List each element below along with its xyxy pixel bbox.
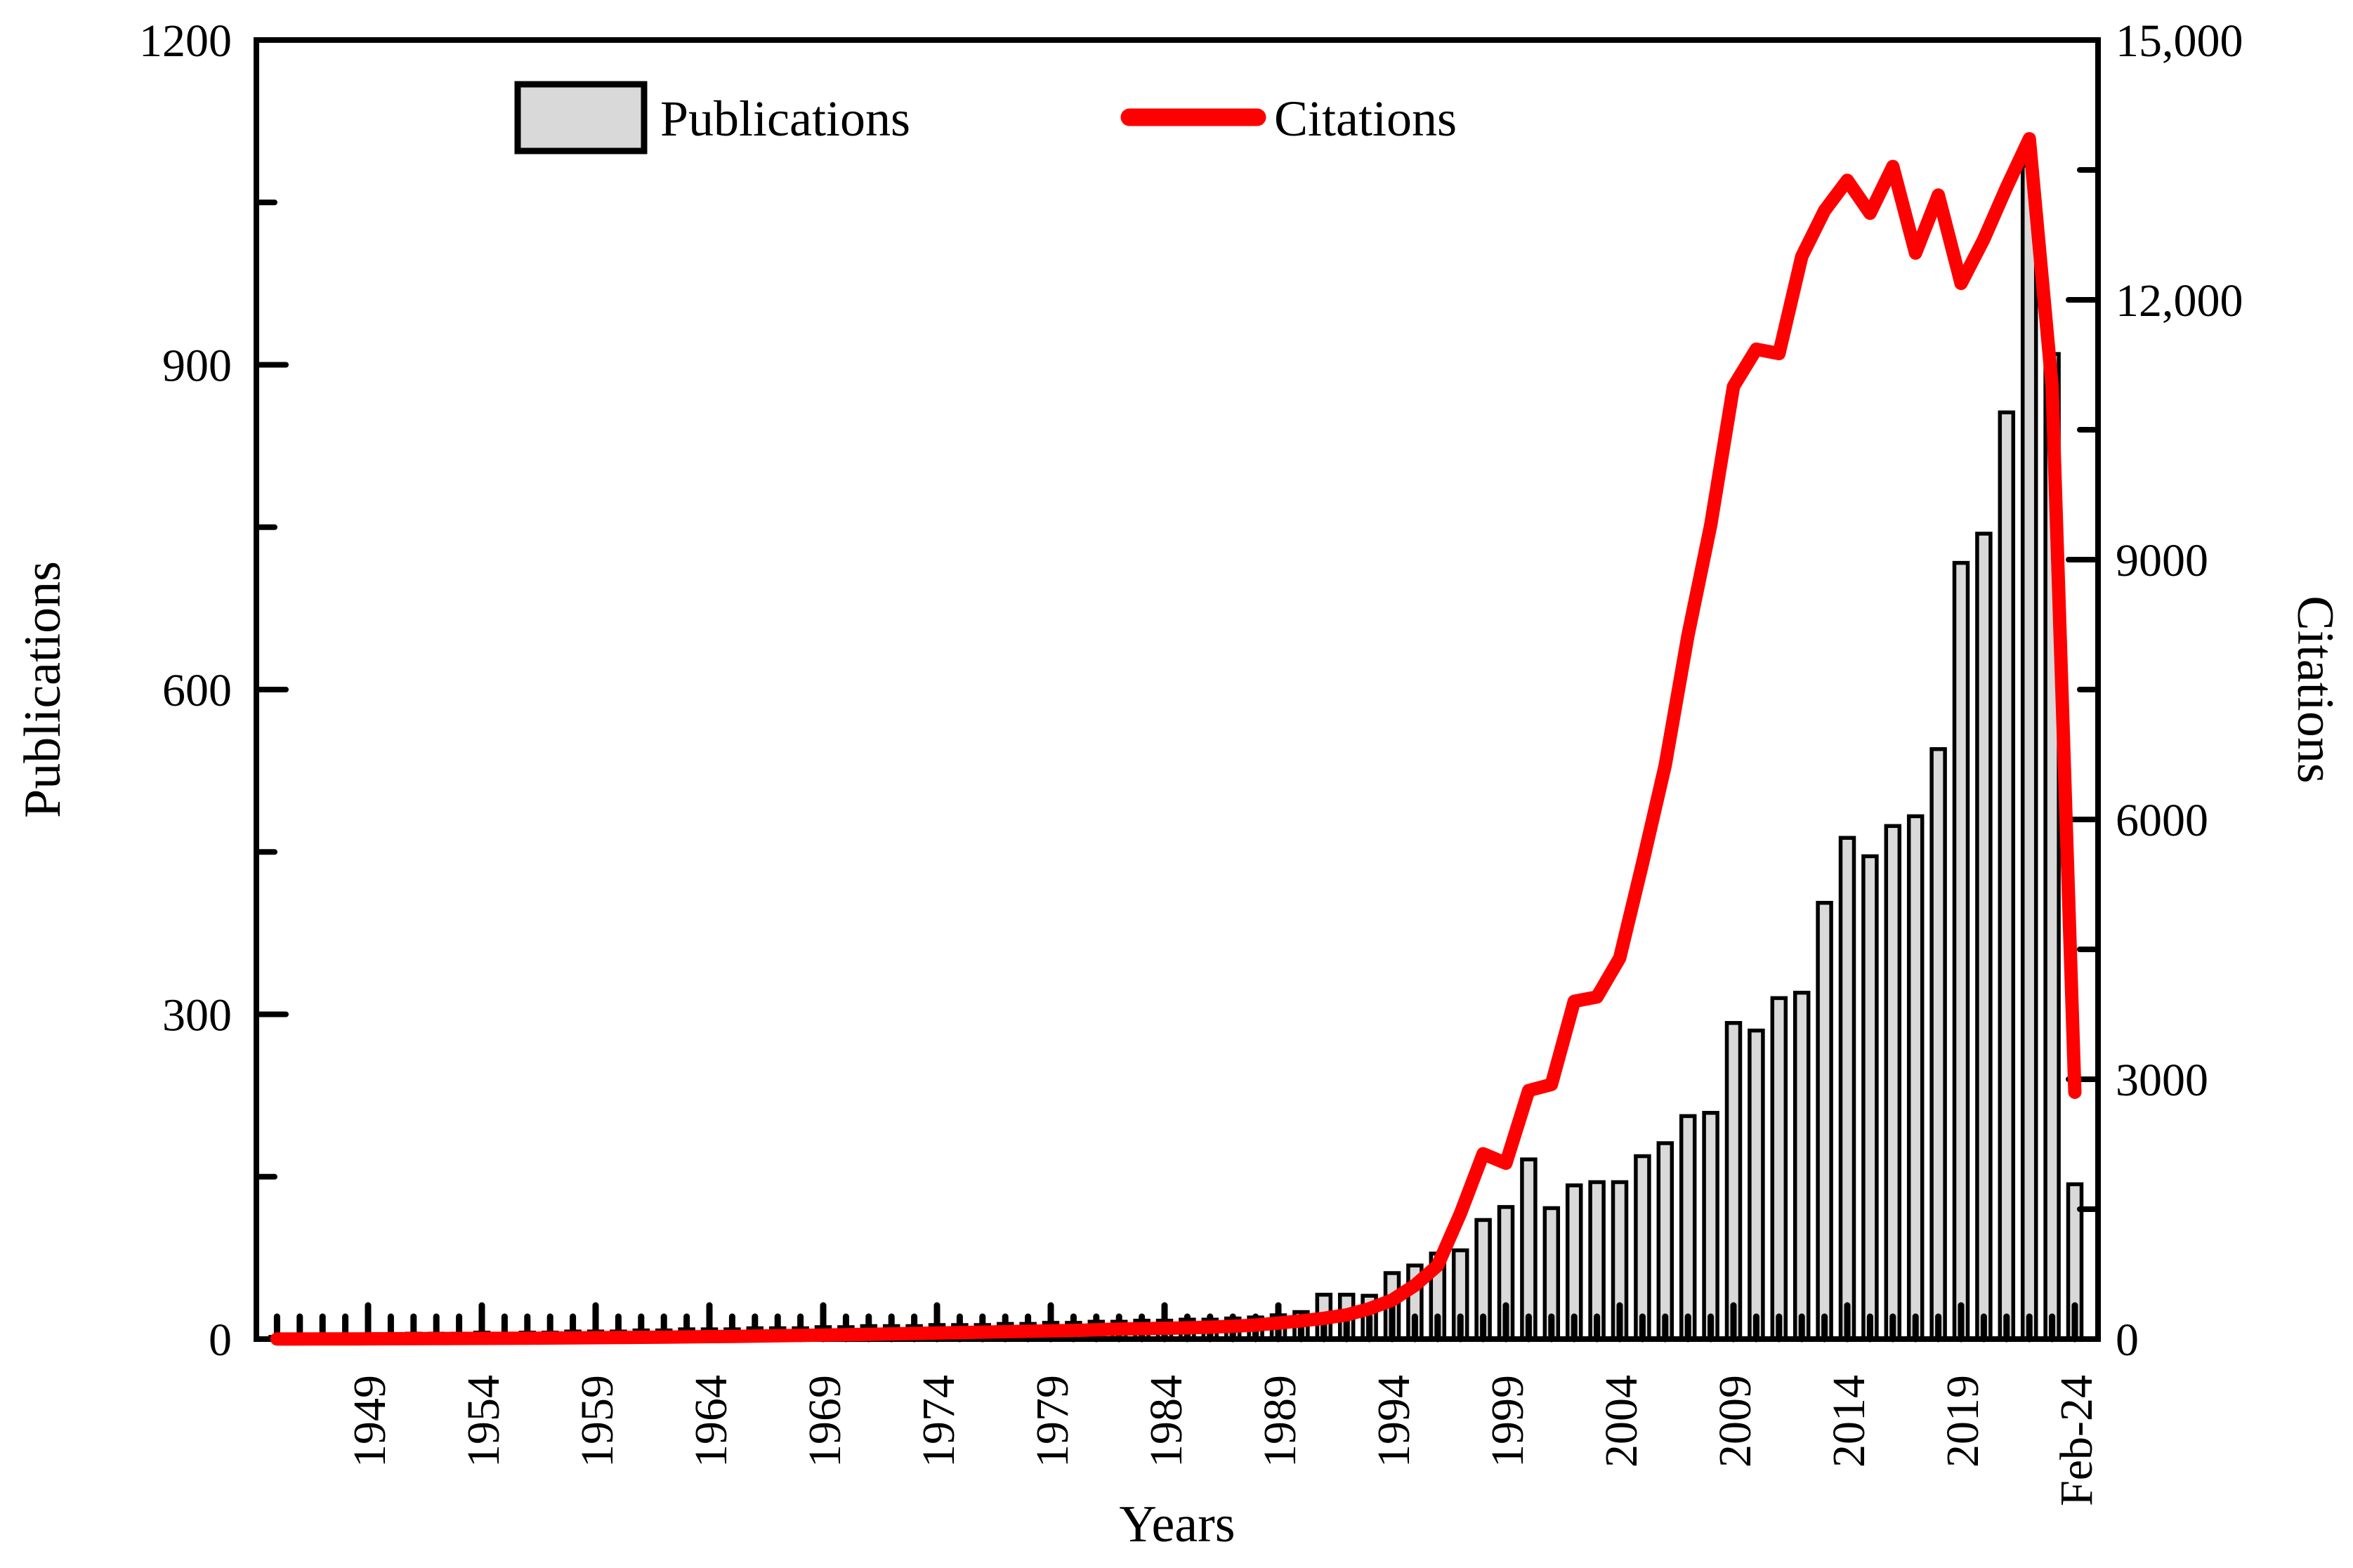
- left-tick-label-900: 900: [162, 341, 232, 392]
- publications-bar-2000: [1520, 1157, 1538, 1341]
- right-axis-title: Citations: [2286, 595, 2344, 783]
- x-tick-label-1969: 1969: [799, 1375, 851, 1468]
- publications-bar-2017: [1906, 814, 1925, 1341]
- publications-bar-2019: [1952, 560, 1970, 1341]
- legend-citations-label: Citations: [1274, 91, 1457, 147]
- left-tick-label-600: 600: [162, 665, 232, 716]
- x-tick-label-2019: 2019: [1937, 1375, 1988, 1468]
- publications-bar-2014: [1838, 836, 1856, 1341]
- tick-labels-group: 0 300 600 900 1200 0 3000 6000 9000 12,000 15,000 1…: [139, 15, 2243, 1506]
- x-tick-label-1984: 1984: [1141, 1375, 1192, 1468]
- right-tick-label-9000: 9000: [2116, 535, 2208, 586]
- x-tick-label-2014: 2014: [1823, 1375, 1875, 1468]
- right-tick-label-15000: 15,000: [2116, 15, 2243, 67]
- x-tick-label-1994: 1994: [1368, 1375, 1420, 1468]
- right-tick-label-3000: 3000: [2116, 1055, 2208, 1106]
- x-tick-label-1999: 1999: [1482, 1375, 1533, 1468]
- plot-frame: [254, 37, 2101, 1342]
- x-tick-label-2009: 2009: [1710, 1375, 1761, 1468]
- publications-bar-2020: [1975, 532, 1993, 1341]
- publications-bar-2007: [1679, 1114, 1697, 1341]
- publications-bar-2008: [1702, 1111, 1719, 1341]
- publications-bar-2011: [1770, 996, 1788, 1341]
- publications-bar-2012: [1792, 990, 1811, 1341]
- x-tick-label-1979: 1979: [1027, 1375, 1078, 1468]
- x-tick-label-2024: Feb-24: [2051, 1375, 2102, 1506]
- publications-bar-2013: [1816, 900, 1833, 1341]
- publications-bar-2016: [1884, 824, 1902, 1341]
- publications-bar-2021: [1998, 410, 2016, 1341]
- left-tick-label-1200: 1200: [139, 15, 232, 67]
- x-axis-title: Years: [1119, 1496, 1235, 1553]
- publications-bar-2015: [1861, 854, 1879, 1341]
- right-tick-label-6000: 6000: [2116, 795, 2208, 846]
- citations-line: [270, 132, 2082, 1346]
- publications-bar-2009: [1724, 1021, 1743, 1341]
- legend-publications-label: Publications: [660, 91, 910, 147]
- x-tick-label-1989: 1989: [1254, 1375, 1306, 1468]
- legend-publications-swatch: [514, 81, 648, 154]
- publications-bar-2022: [2020, 164, 2038, 1341]
- left-tick-label-300: 300: [162, 990, 232, 1041]
- publications-bar-2005: [1634, 1154, 1651, 1341]
- right-tick-label-0: 0: [2116, 1315, 2139, 1366]
- x-tick-label-1954: 1954: [458, 1375, 509, 1468]
- x-tick-label-1959: 1959: [572, 1375, 623, 1468]
- left-axis-title: Publications: [14, 561, 72, 818]
- x-tick-label-1949: 1949: [344, 1375, 395, 1468]
- publications-bar-2006: [1656, 1141, 1674, 1341]
- x-tick-label-1974: 1974: [913, 1375, 964, 1468]
- publications-bar-2018: [1929, 747, 1947, 1341]
- x-tick-label-1964: 1964: [686, 1375, 737, 1468]
- publications-bar-2010: [1748, 1028, 1765, 1341]
- x-tick-label-2004: 2004: [1596, 1375, 1647, 1468]
- left-tick-label-0: 0: [209, 1315, 232, 1366]
- publications-bars-group: [268, 164, 2084, 1341]
- right-tick-label-12000: 12,000: [2116, 275, 2243, 327]
- legend: Publications Citations: [514, 81, 1457, 154]
